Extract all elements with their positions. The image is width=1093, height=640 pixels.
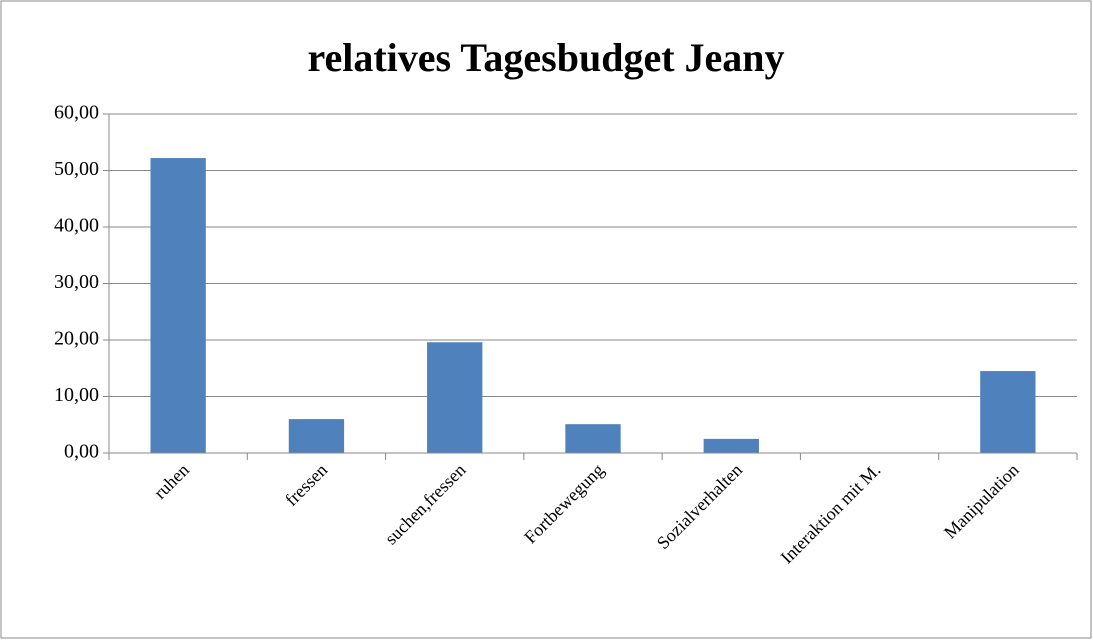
bar: [427, 342, 483, 453]
bar: [150, 158, 206, 453]
bar: [288, 419, 345, 453]
chart-title: relatives Tagesbudget Jeany: [307, 35, 784, 80]
y-tick-label: 60,00: [54, 102, 99, 124]
bar: [980, 371, 1036, 453]
y-tick-label: 10,00: [54, 384, 99, 406]
bar: [565, 424, 621, 453]
y-tick-label: 50,00: [54, 158, 99, 180]
y-tick-label: 40,00: [54, 215, 99, 237]
y-tick-label: 0,00: [64, 441, 99, 463]
bar: [703, 438, 759, 453]
y-tick-label: 30,00: [54, 271, 99, 293]
y-tick-label: 20,00: [54, 328, 99, 350]
